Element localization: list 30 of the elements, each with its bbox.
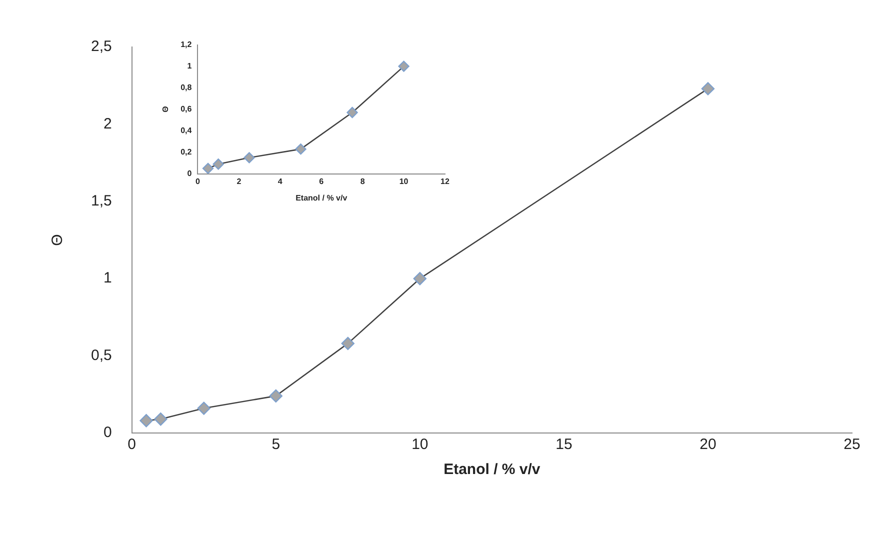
- x-tick-label: 0: [128, 436, 136, 454]
- y-tick-label: 0,2: [180, 148, 192, 157]
- x-tick-label: 2: [236, 176, 242, 186]
- x-tick-label: 0: [195, 176, 200, 186]
- y-tick-label: 2,5: [90, 38, 112, 56]
- x-tick-label: 6: [319, 176, 324, 186]
- x-tick-label: 10: [399, 176, 409, 186]
- y-tick-label: 0: [104, 424, 112, 442]
- y-tick-label: 0,6: [180, 104, 192, 114]
- y-tick-label: 0,5: [90, 346, 112, 364]
- y-axis-title: Θ: [49, 234, 66, 246]
- x-tick-label: 25: [844, 436, 860, 454]
- x-tick-label: 5: [272, 436, 280, 454]
- y-axis-title: Θ: [161, 106, 170, 112]
- x-tick-label: 10: [412, 436, 428, 454]
- x-tick-label: 20: [700, 436, 716, 454]
- x-tick-label: 12: [440, 176, 450, 186]
- y-tick-label: 0: [187, 169, 192, 178]
- x-tick-label: 15: [556, 436, 572, 454]
- y-tick-label: 0,8: [180, 83, 192, 92]
- y-tick-label: 2: [104, 115, 112, 132]
- y-tick-label: 1,2: [180, 40, 192, 50]
- x-axis-title: Etanol / % v/v: [444, 461, 541, 478]
- x-axis-title: Etanol / % v/v: [296, 193, 348, 202]
- x-tick-label: 8: [360, 176, 366, 186]
- y-tick-label: 1,5: [90, 192, 112, 210]
- x-tick-label: 4: [278, 176, 283, 186]
- y-tick-label: 1: [104, 270, 112, 287]
- y-tick-label: 1: [187, 62, 192, 71]
- y-tick-label: 0,4: [180, 126, 192, 136]
